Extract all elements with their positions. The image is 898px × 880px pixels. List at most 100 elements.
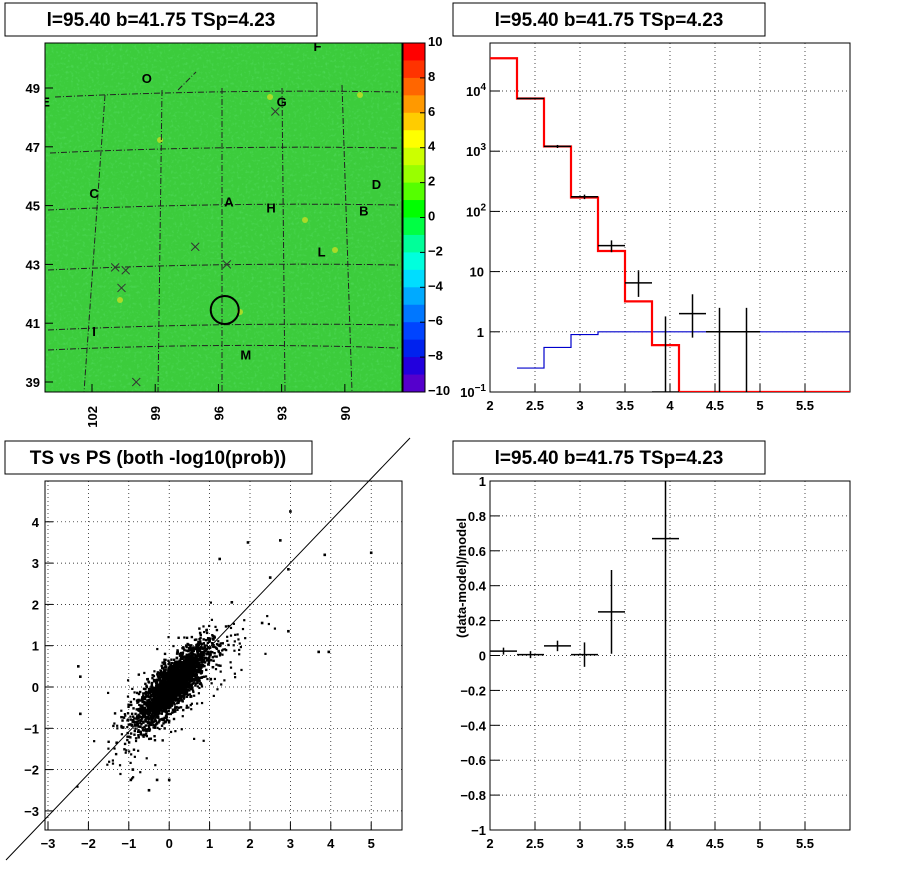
scatter-point <box>176 651 179 654</box>
scatter-point <box>138 715 142 719</box>
scatter-point <box>167 709 170 713</box>
residual-y-tick-label: −0.4 <box>460 718 486 733</box>
residual-y-tick-label: −0.2 <box>460 683 486 698</box>
scatter-point <box>163 660 166 664</box>
scatter-point <box>161 672 164 676</box>
scatter-point <box>184 675 188 678</box>
scatter-point <box>195 647 198 650</box>
scatter-point <box>203 647 206 650</box>
scatter-point <box>120 715 123 719</box>
scatter-point <box>176 691 180 695</box>
scatter-point <box>166 706 170 710</box>
scatter-point <box>198 643 201 647</box>
scatter-x-tick-label: 1 <box>206 836 213 851</box>
scatter-point <box>237 638 240 641</box>
scatter-point <box>150 690 153 694</box>
scatter-point <box>125 749 128 752</box>
scatter-point <box>143 733 146 737</box>
scatter-point <box>210 682 213 685</box>
sky-map-title-box: l=95.40 b=41.75 TSp=4.23 <box>4 2 318 37</box>
scatter-point <box>174 706 177 709</box>
scatter-point <box>185 645 188 649</box>
scatter-point <box>155 716 158 719</box>
scatter-point <box>166 682 170 686</box>
graticule-longitude <box>281 87 286 392</box>
colorbar-tick-label: 6 <box>428 104 435 119</box>
scatter-point <box>107 691 110 695</box>
sky-map-title: l=95.40 b=41.75 TSp=4.23 <box>47 10 276 31</box>
scatter-point <box>195 644 199 647</box>
scatter-point <box>213 645 216 649</box>
colorbar-tick-label: −4 <box>428 278 444 293</box>
scatter-point <box>142 694 145 698</box>
scatter-point <box>164 715 168 718</box>
scatter-point <box>189 647 193 650</box>
scatter-point <box>170 691 173 695</box>
scatter-point <box>185 686 188 689</box>
scatter-point <box>163 690 166 693</box>
scatter-point <box>175 702 178 705</box>
scatter-point <box>195 645 198 649</box>
scatter-point <box>167 704 170 707</box>
scatter-point <box>194 676 197 679</box>
scatter-point <box>126 719 129 722</box>
spectrum-panel: 2 2.5 3 3.5 4 4.5 5 5.5 10−1 1 10 102 103 104 l=95.40… <box>452 2 851 413</box>
map-source-label: H <box>266 201 275 216</box>
scatter-point <box>153 695 157 699</box>
scatter-point <box>163 652 167 656</box>
scatter-point <box>139 725 142 729</box>
scatter-point <box>181 656 184 660</box>
scatter-point <box>172 698 175 702</box>
spectrum-data-point <box>571 194 598 200</box>
scatter-outlier-point <box>129 778 133 782</box>
scatter-point <box>151 708 154 711</box>
residual-x-tick-label: 3.5 <box>616 836 634 851</box>
scatter-point <box>183 681 187 684</box>
scatter-point <box>200 701 204 705</box>
scatter-point <box>178 675 181 678</box>
scatter-point <box>194 672 198 676</box>
scatter-point <box>174 683 177 686</box>
scatter-diagonal-line <box>5 437 411 861</box>
scatter-point <box>152 686 156 690</box>
scatter-point <box>193 669 197 673</box>
scatter-point <box>153 687 157 691</box>
scatter-point <box>212 659 215 663</box>
residual-data-point <box>517 651 544 659</box>
residual-y-tick-label: 0.2 <box>468 614 486 629</box>
scatter-point <box>188 673 191 676</box>
scatter-point <box>143 725 146 729</box>
spectrum-data-point <box>598 240 625 253</box>
residual-data-point <box>571 642 598 667</box>
scatter-point <box>181 689 184 692</box>
residual-x-tick-label: 5.5 <box>796 836 814 851</box>
scatter-point <box>232 644 235 647</box>
scatter-point <box>169 675 172 678</box>
spectrum-data-point <box>517 97 544 100</box>
scatter-point <box>161 684 165 688</box>
scatter-point <box>134 712 137 716</box>
scatter-x-tick-label: 2 <box>246 836 253 851</box>
scatter-point <box>199 663 203 667</box>
scatter-point <box>142 692 145 695</box>
sky-map-axes: 102 99 96 93 90 49 47 45 43 41 39 <box>26 81 353 428</box>
scatter-point <box>151 686 154 689</box>
scatter-point <box>211 656 214 659</box>
graticule-latitude <box>47 344 399 351</box>
scatter-point <box>169 706 172 709</box>
scatter-point <box>209 650 213 654</box>
scatter-point <box>190 659 193 662</box>
scatter-point <box>156 697 160 700</box>
scatter-point <box>173 664 176 667</box>
scatter-point <box>152 723 155 727</box>
scatter-point <box>169 704 172 707</box>
scatter-point <box>200 670 204 673</box>
scatter-point <box>183 667 186 671</box>
scatter-point <box>266 614 269 618</box>
scatter-point <box>177 699 181 703</box>
map-source-label: O <box>142 71 152 86</box>
scatter-point <box>173 699 177 702</box>
scatter-point <box>180 655 184 658</box>
scatter-point <box>168 685 172 689</box>
